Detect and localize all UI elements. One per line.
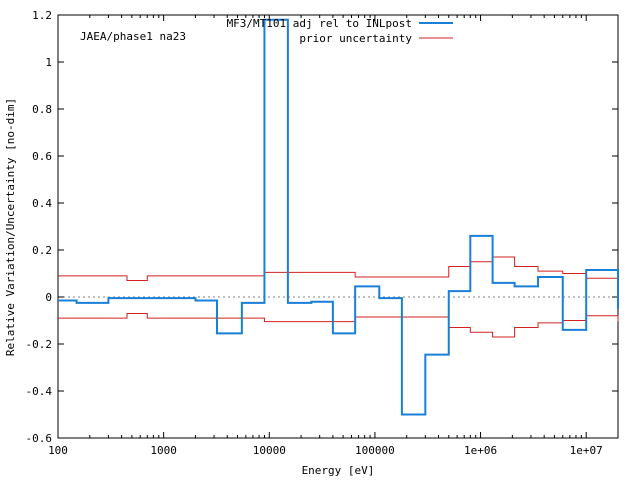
- legend-label-prior: prior uncertainty: [299, 32, 412, 45]
- y-tick-label: 0: [45, 291, 52, 304]
- legend-label-adj: MF3/MT101 adj rel to INLpost: [227, 17, 412, 30]
- x-tick-label: 10000: [253, 444, 286, 457]
- x-tick-label: 1000: [150, 444, 177, 457]
- x-tick-label: 1e+07: [570, 444, 603, 457]
- y-axis-label: Relative Variation/Uncertainty [no-dim]: [4, 98, 17, 356]
- legend: MF3/MT101 adj rel to INLpost prior uncer…: [227, 17, 453, 45]
- y-tick-label: -0.6: [26, 432, 53, 445]
- x-tick-label: 1e+06: [464, 444, 497, 457]
- y-tick-label: 0.6: [32, 150, 52, 163]
- chart-title: JAEA/phase1 na23: [80, 30, 186, 43]
- x-tick-label: 100000: [355, 444, 395, 457]
- y-axis-ticks: -0.6 -0.4 -0.2 0 0.2 0.4 0.6 0.8 1 1.2: [26, 9, 618, 445]
- series-adj: [58, 18, 619, 416]
- y-tick-label: 0.2: [32, 244, 52, 257]
- y-tick-label: 1.2: [32, 9, 52, 22]
- x-axis-label: Energy [eV]: [302, 464, 375, 477]
- series-layer: [58, 18, 619, 416]
- x-tick-label: 100: [48, 444, 68, 457]
- series-prior-upper: [58, 256, 619, 282]
- y-tick-label: -0.4: [26, 385, 53, 398]
- y-tick-label: 0.4: [32, 197, 52, 210]
- y-tick-label: 0.8: [32, 103, 52, 116]
- x-axis-ticks: 100 1000 10000 100000 1e+06 1e+07: [48, 15, 603, 457]
- y-tick-label: -0.2: [26, 338, 53, 351]
- y-tick-label: 1: [45, 56, 52, 69]
- plot-frame: [57, 14, 619, 439]
